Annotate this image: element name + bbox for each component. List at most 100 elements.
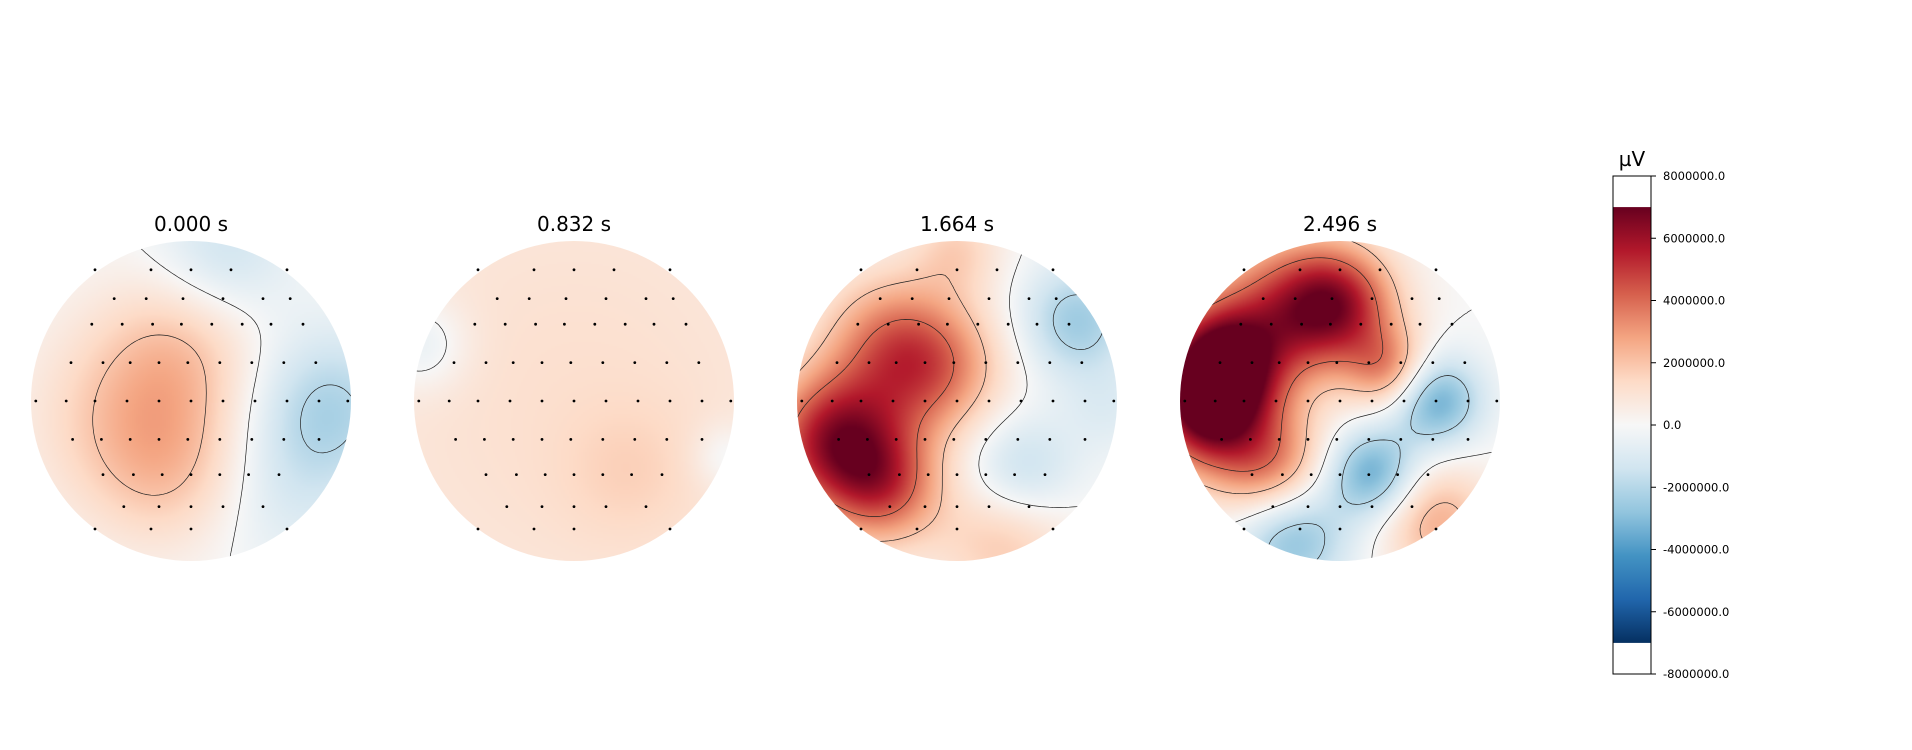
- sensor-dot: [261, 505, 265, 508]
- sensor-dot: [229, 268, 233, 272]
- sensor-dot: [250, 361, 254, 364]
- sensor-dot: [915, 268, 919, 272]
- sensor-dot: [527, 297, 531, 300]
- sensor-dot: [1249, 438, 1252, 441]
- sensor-dot: [1402, 399, 1406, 403]
- sensor-dot: [633, 361, 637, 364]
- sensor-dot: [149, 527, 153, 531]
- sensor-dot: [128, 361, 132, 364]
- colorbar-tick-label: -2000000.0: [1663, 480, 1729, 494]
- sensor-dot: [1298, 527, 1302, 531]
- sensor-dot: [923, 505, 927, 508]
- sensor-dot: [1335, 438, 1339, 441]
- sensor-dot: [1269, 322, 1273, 326]
- sensor-dot: [1242, 399, 1246, 403]
- sensor-dot: [532, 527, 536, 531]
- sensor-dot: [1218, 361, 1222, 364]
- sensor-dot: [946, 322, 949, 326]
- sensor-dot: [644, 505, 648, 508]
- sensor-dot: [668, 527, 672, 531]
- sensor-dot: [317, 399, 321, 403]
- colorbar-tick-label: 8000000.0: [1663, 169, 1725, 183]
- sensor-dot: [1370, 399, 1374, 403]
- sensor-dot: [1431, 438, 1435, 441]
- sensor-dot: [93, 268, 97, 272]
- sensor-dot: [987, 399, 991, 403]
- sensor-dot: [285, 527, 289, 531]
- sensor-dot: [1271, 505, 1275, 508]
- sensor-dot: [247, 473, 250, 476]
- sensor-dot: [1399, 438, 1403, 441]
- sensor-dot: [886, 322, 890, 326]
- sensor-dot: [604, 297, 608, 300]
- sensor-dot: [93, 527, 97, 531]
- sensor-dot: [867, 361, 871, 364]
- sensor-dot: [636, 399, 640, 403]
- sensor-dot: [1338, 268, 1342, 272]
- sensor-dot: [1338, 505, 1342, 508]
- sensor-dot: [1051, 527, 1055, 531]
- sensor-dot: [563, 322, 566, 326]
- sensor-dot: [564, 297, 568, 300]
- sensor-dot: [923, 438, 927, 441]
- sensor-dot: [668, 399, 672, 403]
- sensor-dot: [835, 361, 839, 364]
- sensor-dot: [189, 473, 193, 476]
- sensor-dot: [269, 322, 273, 326]
- sensor-dot: [859, 399, 863, 403]
- sensor-dot: [93, 399, 97, 403]
- sensor-dot: [132, 473, 135, 476]
- sensor-markers: [1183, 268, 1499, 531]
- sensor-dot: [700, 438, 704, 441]
- sensor-dot: [665, 361, 669, 364]
- sensor-dot: [543, 473, 547, 476]
- topomap: 1.664 s: [797, 212, 1117, 561]
- sensor-dot: [189, 527, 193, 531]
- sensor-dot: [601, 361, 605, 364]
- sensor-dot: [189, 399, 193, 403]
- sensor-dot: [684, 322, 688, 326]
- sensor-dot: [837, 438, 840, 441]
- sensor-dot: [859, 268, 863, 272]
- sensor-dot: [282, 361, 286, 364]
- sensor-dot: [917, 322, 920, 326]
- sensor-dot: [1378, 268, 1382, 272]
- sensor-dot: [1330, 297, 1334, 300]
- sensor-dot: [1043, 473, 1047, 476]
- contour-line: [92, 334, 207, 496]
- sensor-dot: [250, 438, 254, 441]
- sensor-dot: [1035, 322, 1039, 326]
- sensor-dot: [1300, 322, 1303, 326]
- sensor-dot: [285, 268, 289, 272]
- sensor-dot: [181, 297, 185, 300]
- sensor-dot: [484, 361, 488, 364]
- sensor-dot: [652, 322, 656, 326]
- topomap-row: 0.000 s 0.832 s 1.664 s 2.496 s: [31, 212, 1500, 561]
- sensor-dot: [1410, 505, 1414, 508]
- sensor-dot: [1016, 438, 1020, 441]
- sensor-dot: [926, 473, 930, 476]
- colorbar-gradient: [1613, 207, 1651, 643]
- sensor-dot: [317, 438, 321, 441]
- sensor-dot: [1051, 399, 1055, 403]
- sensor-dot: [1434, 399, 1438, 403]
- sensor-dot: [593, 322, 597, 326]
- sensor-dot: [1410, 297, 1414, 300]
- contour-line: [1267, 375, 1470, 561]
- sensor-dot: [157, 505, 161, 508]
- sensor-dot: [160, 473, 164, 476]
- sensor-dot: [253, 399, 257, 403]
- sensor-dot: [1293, 297, 1297, 300]
- topomap: 0.000 s: [31, 212, 351, 561]
- sensor-dot: [71, 438, 74, 441]
- sensor-dot: [955, 268, 959, 272]
- sensor-dot: [1051, 268, 1055, 272]
- sensor-dot: [898, 473, 901, 476]
- colorbar-tick-label: -6000000.0: [1663, 605, 1729, 619]
- sensor-dot: [69, 361, 73, 364]
- sensor-dot: [218, 361, 222, 364]
- sensor-dot: [1434, 527, 1438, 531]
- sensor-dot: [64, 399, 68, 403]
- sensor-dot: [285, 399, 289, 403]
